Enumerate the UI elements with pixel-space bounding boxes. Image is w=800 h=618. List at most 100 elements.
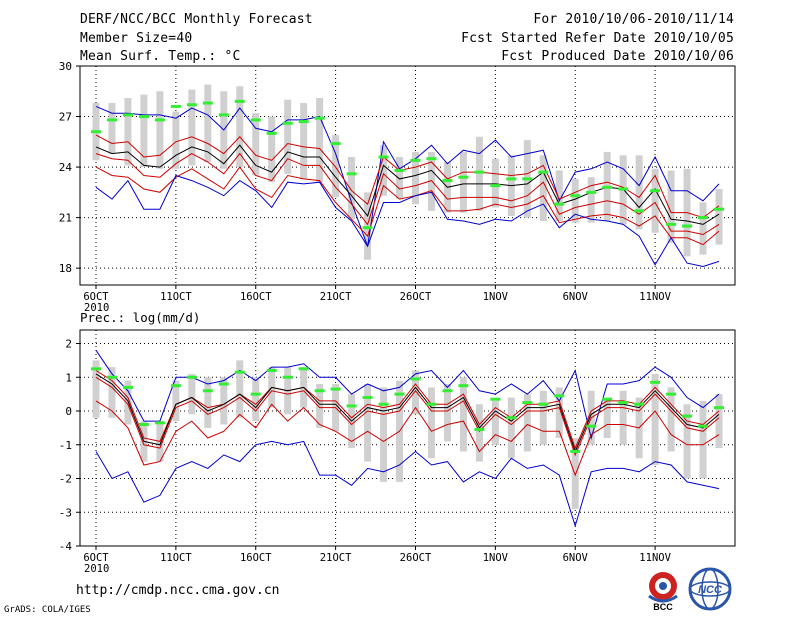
member-size: Member Size=40 <box>80 31 193 46</box>
prec-ensemble-box <box>124 380 132 425</box>
prec-xtick-label: 11NOV <box>639 552 671 564</box>
temp-ensemble-box <box>124 98 132 166</box>
prec-xtick-label: 26OCT <box>400 552 432 564</box>
prec-observed-mark <box>218 382 229 386</box>
temp-xtick-label: 1NOV <box>483 291 509 303</box>
temp-observed-mark <box>298 120 309 124</box>
prec-ensemble-box <box>380 387 388 482</box>
prec-observed-mark <box>506 416 517 420</box>
temp-observed-mark <box>698 216 709 220</box>
prec-ensemble-box <box>491 400 499 445</box>
temp-xtick-label: 21OCT <box>320 291 352 303</box>
prec-observed-mark <box>634 402 645 406</box>
prec-observed-mark <box>250 392 261 396</box>
prec-ensemble-box <box>188 373 196 415</box>
prec-xtick-label: 6OCT <box>83 552 109 564</box>
temp-observed-mark <box>458 175 469 179</box>
temp-observed-mark <box>634 209 645 213</box>
source-url[interactable]: http://cmdp.ncc.cma.gov.cn <box>76 583 280 598</box>
prec-ensemble-box <box>667 387 675 452</box>
temp-ensemble-box <box>587 177 595 223</box>
temp-ensemble-box <box>459 151 467 213</box>
temp-ensemble-box <box>699 202 707 255</box>
prec-series-min <box>95 440 720 528</box>
temp-ensemble-box <box>571 178 579 223</box>
prec-ensemble-box <box>539 390 547 445</box>
temp-observed-mark <box>410 158 421 162</box>
temp-ensemble-box <box>539 155 547 221</box>
prec-ensemble-box <box>252 377 260 422</box>
temp-observed-mark <box>618 187 629 191</box>
temp-series-upper <box>95 134 720 219</box>
prec-ytick-label: -3 <box>59 506 72 519</box>
prec-ensemble-box <box>172 380 180 422</box>
temp-series-lower <box>95 152 720 236</box>
prec-observed-mark <box>362 396 373 399</box>
prec-observed-mark <box>522 401 533 405</box>
temp-ensemble-box <box>380 145 388 196</box>
temp-xtick-label: 16OCT <box>240 291 272 303</box>
ncc-logo-text: NCC <box>698 584 723 596</box>
prec-observed-mark <box>378 402 389 406</box>
temp-observed-mark <box>442 179 453 183</box>
prec-ensemble-box <box>571 438 579 509</box>
prec-xtick-label: 11OCT <box>160 552 192 564</box>
temp-observed-mark <box>538 170 549 174</box>
temp-xtick-year: 2010 <box>84 302 109 314</box>
prec-series-mean <box>95 373 720 453</box>
temp-observed-mark <box>474 170 485 174</box>
forecast-produced-date: Fcst Produced Date 2010/10/06 <box>501 49 734 64</box>
temp-ensemble-box <box>651 168 659 233</box>
temp-ensemble-box <box>427 151 435 211</box>
prec-ensemble-box <box>459 377 467 452</box>
prec-observed-mark <box>586 424 597 428</box>
prec-xtick-label: 1NOV <box>483 552 509 564</box>
temp-ensemble-box <box>491 158 499 208</box>
temp-observed-mark <box>426 157 437 161</box>
temp-observed-mark <box>234 99 245 103</box>
prec-xtick-label: 21OCT <box>320 552 352 564</box>
temp-ytick-label: 24 <box>59 161 73 174</box>
temp-observed-mark <box>250 118 261 122</box>
prec-observed-mark <box>682 414 693 418</box>
prec-observed-mark <box>474 428 485 432</box>
prec-title: Prec.: log(mm/d) <box>80 310 200 325</box>
prec-observed-mark <box>138 423 149 426</box>
prec-ensemble-box <box>443 384 451 442</box>
prec-ytick-label: 1 <box>65 371 72 384</box>
prec-observed-mark <box>154 421 165 425</box>
temp-ensemble-box <box>316 98 324 183</box>
temp-observed-mark <box>218 113 229 117</box>
temp-ensemble-box <box>667 170 675 243</box>
prec-ensemble-box <box>715 394 723 449</box>
temp-observed-mark <box>106 118 117 122</box>
prec-ytick-label: -2 <box>59 473 72 486</box>
temp-observed-mark <box>266 131 277 135</box>
temp-observed-mark <box>522 177 533 181</box>
prec-ensemble-box <box>220 377 228 425</box>
temp-ytick-label: 27 <box>59 111 72 124</box>
temp-ensemble-box <box>188 89 196 166</box>
temp-ensemble-box <box>284 99 292 174</box>
temp-observed-mark <box>394 168 405 172</box>
prec-frame <box>79 329 736 547</box>
temp-observed-mark <box>282 121 293 125</box>
bcc-logo-text: BCC <box>653 602 673 612</box>
prec-observed-mark <box>426 402 437 406</box>
prec-observed-mark <box>666 392 677 396</box>
temp-observed-mark <box>330 141 341 145</box>
temp-ensemble-box <box>475 136 483 211</box>
temp-ensemble-box <box>108 103 116 154</box>
prec-ensemble-box <box>316 384 324 428</box>
prec-observed-mark <box>346 404 357 408</box>
prec-observed-mark <box>170 384 181 388</box>
temp-xtick-label: 11NOV <box>639 291 671 303</box>
temp-observed-mark <box>346 172 357 176</box>
prec-observed-mark <box>394 392 405 396</box>
temp-xtick-label: 26OCT <box>400 291 432 303</box>
prec-ensemble-box <box>523 394 531 452</box>
temp-ensemble-box <box>396 156 404 200</box>
temp-xtick-label: 11OCT <box>160 291 192 303</box>
temp-ensemble-box <box>364 192 372 260</box>
